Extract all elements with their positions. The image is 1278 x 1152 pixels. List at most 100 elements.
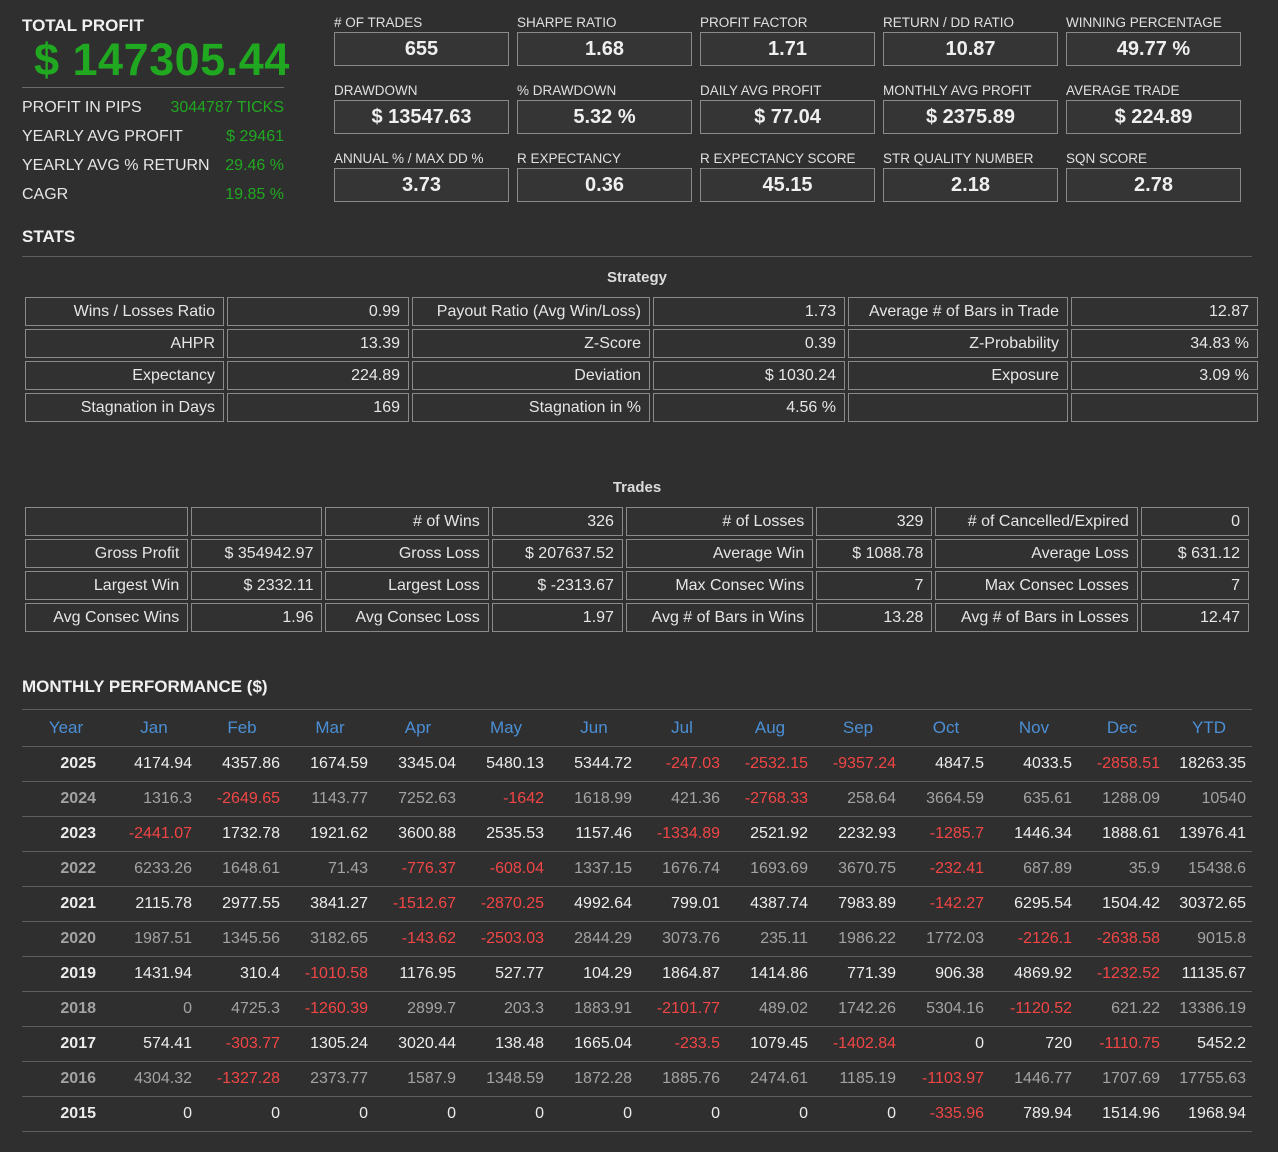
metric-value: 2.78 [1066,168,1241,202]
trade-label: Avg # of Bars in Losses [935,603,1138,632]
monthly-value-cell: -2101.77 [638,991,726,1027]
col-header-jul: Jul [638,709,726,747]
stats-divider [22,256,1252,257]
monthly-performance-table: Year Jan Feb Mar Apr May Jun Jul Aug Sep… [22,709,1252,1132]
monthly-value-cell: 1888.61 [1078,816,1166,852]
summary-divider [22,87,284,88]
monthly-value-cell: 1345.56 [198,921,286,957]
monthly-value-cell: 1446.34 [990,816,1078,852]
metric-sqn-score: SQN SCORE 2.78 [1066,151,1241,202]
stat-value: 224.89 [227,361,409,390]
monthly-value-cell: 18263.35 [1166,746,1252,782]
monthly-value-cell: -1110.75 [1078,1026,1166,1062]
monthly-row: 2015 0 0 0 0 0 0 0 0 0 -335.96 789.94 1514.96 1968.94 [22,1096,1252,1132]
metric-label: SQN SCORE [1066,151,1148,166]
metric-annual-max-dd: ANNUAL % / MAX DD % 3.73 [334,151,509,202]
monthly-year-cell: 2015 [22,1096,110,1132]
monthly-value-cell: 0 [374,1096,462,1132]
trade-value: 326 [491,507,623,536]
stat-value: 169 [227,393,409,422]
monthly-value-cell: 799.01 [638,886,726,922]
monthly-row: 2018 0 4725.3 -1260.39 2899.7 203.3 1883.91 -21… [22,991,1252,1027]
monthly-value-cell: -1402.84 [814,1026,902,1062]
metric-value: 2.18 [883,168,1058,202]
metric-r-expectancy-score: R EXPECTANCY SCORE 45.15 [700,151,875,202]
stat-value: 12.87 [1071,297,1258,326]
summary-value: 19.85 % [225,186,284,203]
monthly-value-cell: -2503.03 [462,921,550,957]
stat-value: 4.56 % [653,393,845,422]
trade-label: Max Consec Wins [625,571,814,600]
trade-value: 7 [816,571,933,600]
monthly-value-cell: -303.77 [198,1026,286,1062]
stat-value [1071,393,1258,422]
monthly-value-cell: 1305.24 [286,1026,374,1062]
metric-value: $ 224.89 [1066,100,1241,134]
monthly-row: 2016 4304.32 -1327.28 2373.77 1587.9 1348.59 1… [22,1061,1252,1097]
monthly-value-cell: 1288.09 [1078,781,1166,817]
monthly-value-cell: 2232.93 [814,816,902,852]
monthly-value-cell: 1872.28 [550,1061,638,1097]
monthly-value-cell: 1446.77 [990,1061,1078,1097]
col-header-ytd: YTD [1166,709,1252,747]
monthly-value-cell: 0 [110,991,198,1027]
monthly-value-cell: 71.43 [286,851,374,887]
monthly-value-cell: 1707.69 [1078,1061,1166,1097]
monthly-year-cell: 2017 [22,1026,110,1062]
monthly-value-cell: 906.38 [902,956,990,992]
monthly-value-cell: -2649.65 [198,781,286,817]
monthly-year-cell: 2022 [22,851,110,887]
monthly-value-cell: 1665.04 [550,1026,638,1062]
metric-value: $ 2375.89 [883,100,1058,134]
trade-label: Avg Consec Wins [25,603,189,632]
table-row: Wins / Losses Ratio 0.99 Payout Ratio (A… [25,297,1258,326]
stat-value: 3.09 % [1071,361,1258,390]
monthly-value-cell: 2535.53 [462,816,550,852]
monthly-value-cell: 1143.77 [286,781,374,817]
monthly-value-cell: 3670.75 [814,851,902,887]
metric-average-trade: AVERAGE TRADE $ 224.89 [1066,83,1241,134]
monthly-value-cell: 2521.92 [726,816,814,852]
monthly-value-cell: 1348.59 [462,1061,550,1097]
monthly-value-cell: 5452.2 [1166,1026,1252,1062]
monthly-value-cell: -608.04 [462,851,550,887]
metric-value: 0.36 [517,168,692,202]
monthly-year-cell: 2016 [22,1061,110,1097]
monthly-row: 2019 1431.94 310.4 -1010.58 1176.95 527.77 104… [22,956,1252,992]
monthly-value-cell: 0 [726,1096,814,1132]
trade-value: 1.97 [491,603,623,632]
trade-value: $ 207637.52 [491,539,623,568]
monthly-value-cell: 1986.22 [814,921,902,957]
metric-value: 655 [334,32,509,66]
trade-label: Max Consec Losses [935,571,1138,600]
monthly-value-cell: 1885.76 [638,1061,726,1097]
monthly-value-cell: -2638.58 [1078,921,1166,957]
trade-label: Largest Win [25,571,189,600]
metric-drawdown: DRAWDOWN $ 13547.63 [334,83,509,134]
monthly-row: 2021 2115.78 2977.55 3841.27 -1512.67 -2870.2… [22,886,1252,922]
monthly-value-cell: -9357.24 [814,746,902,782]
monthly-value-cell: -1103.97 [902,1061,990,1097]
trade-label: Average Loss [935,539,1138,568]
stat-label [848,393,1068,422]
trade-label: Gross Profit [25,539,189,568]
table-row: Gross Profit $ 354942.97 Gross Loss $ 20… [25,539,1249,568]
metric-label: DRAWDOWN [334,83,418,98]
table-row: Expectancy 224.89 Deviation $ 1030.24 Ex… [25,361,1258,390]
summary-label: PROFIT IN PIPS [22,99,142,116]
metric-label: DAILY AVG PROFIT [700,83,822,98]
stat-label: Deviation [412,361,650,390]
monthly-value-cell: 489.02 [726,991,814,1027]
metric-label: R EXPECTANCY [517,151,622,166]
trade-label: Largest Loss [325,571,489,600]
metric-label: WINNING PERCENTAGE [1066,15,1222,30]
monthly-value-cell: -776.37 [374,851,462,887]
monthly-value-cell: 1185.19 [814,1061,902,1097]
monthly-value-cell: 0 [550,1096,638,1132]
monthly-value-cell: 2899.7 [374,991,462,1027]
monthly-value-cell: 4869.92 [990,956,1078,992]
trade-value: 7 [1140,571,1249,600]
monthly-value-cell: -247.03 [638,746,726,782]
monthly-value-cell: -142.27 [902,886,990,922]
monthly-value-cell: 4357.86 [198,746,286,782]
